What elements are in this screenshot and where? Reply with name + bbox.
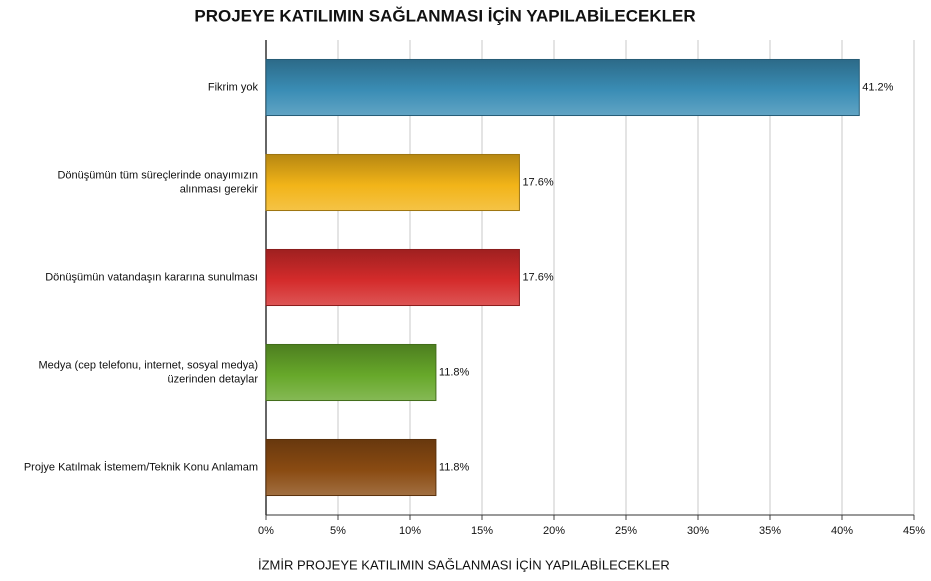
chart-title: PROJEYE KATILIMIN SAĞLANMASI İÇİN YAPILA… — [194, 6, 695, 25]
value-label: 11.8% — [439, 366, 470, 378]
value-label: 11.8% — [439, 461, 470, 473]
x-tick-label: 35% — [759, 525, 781, 537]
value-label: 17.6% — [522, 271, 553, 283]
y-tick-label: Projye Katılmak İstemem/Teknik Konu Anla… — [24, 460, 258, 473]
x-tick-label: 30% — [687, 525, 709, 537]
bar — [265, 343, 437, 402]
bar — [265, 438, 437, 497]
y-tick-label: Medya (cep telefonu, internet, sosyal me… — [38, 359, 258, 385]
y-tick-label: Dönüşümün vatandaşın kararına sunulması — [45, 271, 258, 283]
x-tick-label: 10% — [399, 525, 421, 537]
x-tick-label: 45% — [903, 525, 925, 537]
x-tick-label: 5% — [330, 525, 346, 537]
bar — [265, 58, 860, 117]
value-label: 17.6% — [522, 176, 553, 188]
x-tick-label: 25% — [615, 525, 637, 537]
bar — [265, 248, 520, 307]
y-tick-label: Fikrim yok — [208, 81, 259, 93]
x-tick-label: 0% — [258, 525, 274, 537]
x-tick-label: 20% — [543, 525, 565, 537]
x-axis-title: İZMİR PROJEYE KATILIMIN SAĞLANMASI İÇİN … — [258, 557, 670, 572]
bar — [265, 153, 520, 212]
y-tick-label: Dönüşümün tüm süreçlerinde onayımızın alı… — [57, 169, 258, 195]
value-label: 41.2% — [862, 81, 893, 93]
x-tick-label: 40% — [831, 525, 853, 537]
x-tick-label: 15% — [471, 525, 493, 537]
